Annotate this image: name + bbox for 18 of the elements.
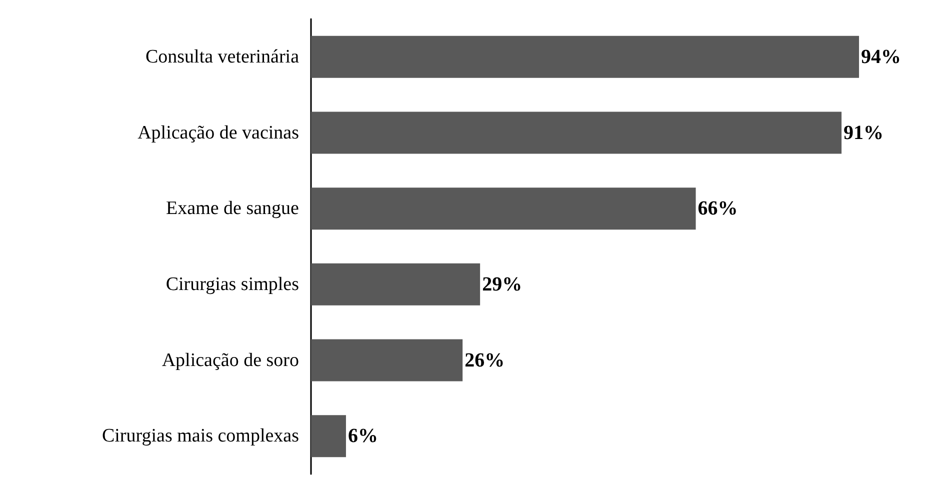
data-label: 26% bbox=[464, 349, 505, 372]
data-label: 6% bbox=[348, 425, 378, 448]
data-label: 94% bbox=[861, 46, 902, 68]
bar bbox=[311, 36, 860, 78]
y-tick-label: Cirurgias mais complexas bbox=[102, 426, 299, 447]
y-tick-label: Exame de sangue bbox=[166, 198, 299, 220]
y-tick-label: Consulta veterinária bbox=[145, 46, 300, 68]
bar bbox=[311, 415, 346, 458]
y-tick-label: Aplicação de vacinas bbox=[138, 122, 299, 144]
y-tick-label: Cirurgias simples bbox=[166, 274, 299, 295]
bar bbox=[311, 339, 463, 382]
bar bbox=[311, 112, 842, 154]
y-tick-label: Aplicação de soro bbox=[162, 350, 299, 371]
bar bbox=[311, 263, 480, 306]
bar bbox=[311, 188, 696, 230]
data-label: 91% bbox=[844, 122, 884, 144]
data-label: 29% bbox=[482, 273, 522, 296]
data-label: 66% bbox=[698, 198, 738, 220]
